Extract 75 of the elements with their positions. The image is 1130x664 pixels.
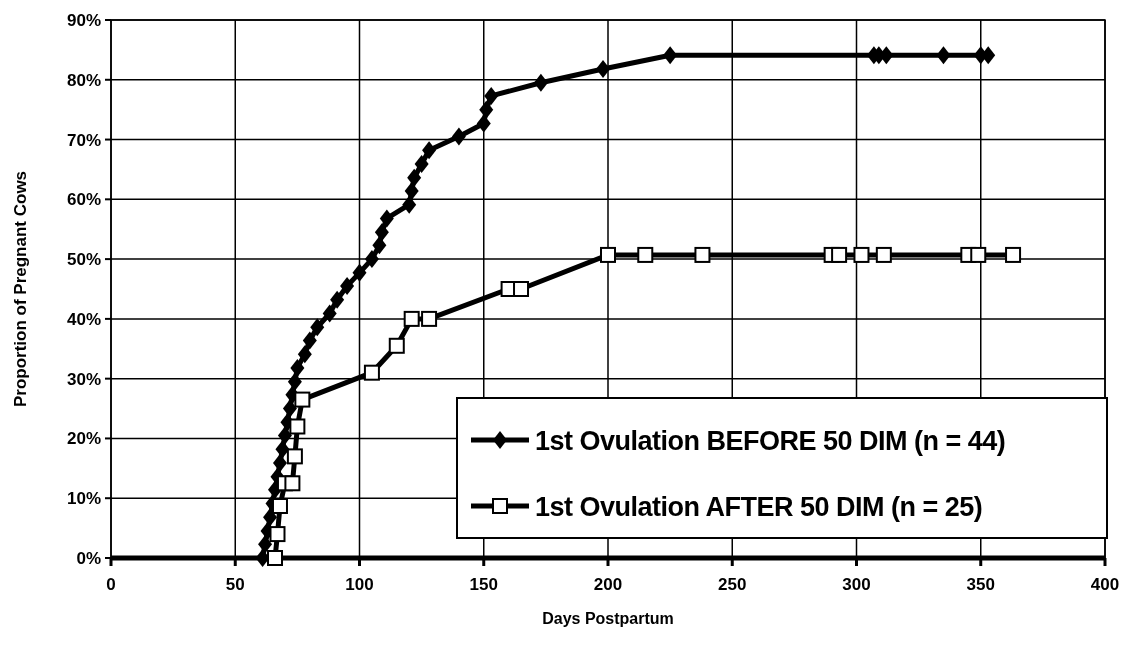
point [363, 364, 380, 381]
y-tick-label: 40% [66, 309, 101, 329]
point [372, 236, 387, 255]
point [970, 246, 987, 263]
point [302, 331, 317, 350]
point [322, 304, 337, 323]
point [422, 141, 437, 160]
point [289, 418, 306, 435]
point [875, 246, 892, 263]
point [663, 46, 678, 65]
point [403, 310, 420, 327]
point [379, 209, 394, 228]
point [269, 526, 286, 543]
point [421, 310, 438, 327]
y-tick-label: 60% [66, 190, 101, 210]
point [513, 281, 530, 297]
point [277, 426, 292, 445]
point [694, 246, 711, 263]
x-tick-label: 300 [842, 575, 871, 594]
point [271, 497, 288, 514]
point [596, 60, 611, 79]
point [404, 181, 419, 200]
point [451, 127, 466, 146]
y-tick-label: 20% [66, 429, 101, 449]
point [275, 440, 290, 459]
y-tick-label: 30% [66, 369, 101, 389]
y-axis-title: Proportion of Pregnant Cows [11, 170, 30, 408]
point [330, 290, 345, 309]
point [263, 508, 278, 527]
point [388, 337, 405, 354]
point [853, 246, 870, 263]
y-tick-label: 70% [66, 130, 101, 150]
point [267, 550, 284, 566]
x-tick-label: 250 [718, 575, 747, 594]
point [414, 155, 429, 174]
point [297, 345, 312, 364]
point [340, 277, 355, 296]
point [364, 250, 379, 269]
x-axis-title: Days Postpartum [542, 610, 674, 627]
y-tick-label: 0% [76, 549, 101, 568]
legend-label: 1st Ovulation BEFORE 50 DIM (n = 44) [535, 426, 1006, 456]
point [407, 168, 422, 187]
point [310, 318, 325, 337]
point [484, 86, 499, 105]
y-tick-label: 10% [66, 489, 101, 509]
point [533, 73, 548, 92]
point [479, 100, 494, 119]
x-tick-label: 200 [593, 575, 623, 594]
point [402, 195, 417, 214]
y-tick-label: 50% [66, 250, 101, 270]
x-tick-label: 0 [106, 575, 116, 594]
point [282, 399, 297, 418]
point [286, 448, 303, 465]
point [831, 246, 848, 263]
x-tick-label: 50 [225, 575, 245, 594]
point [476, 114, 491, 133]
y-tick-label: 80% [66, 70, 101, 90]
point [258, 535, 273, 554]
point [272, 453, 287, 472]
legend-label: 1st Ovulation AFTER 50 DIM (n = 25) [535, 492, 983, 522]
point [352, 263, 367, 282]
x-tick-label: 350 [966, 575, 995, 594]
point [287, 372, 302, 391]
point [374, 223, 389, 242]
point [637, 246, 654, 263]
point [294, 391, 311, 408]
point [600, 246, 616, 263]
point [936, 46, 951, 65]
y-tick-label: 90% [66, 11, 101, 30]
x-tick-label: 150 [469, 575, 498, 594]
point [1005, 246, 1022, 263]
point [290, 358, 305, 377]
x-tick-label: 100 [345, 575, 374, 594]
point [284, 475, 301, 492]
x-tick-label: 400 [1090, 575, 1120, 594]
